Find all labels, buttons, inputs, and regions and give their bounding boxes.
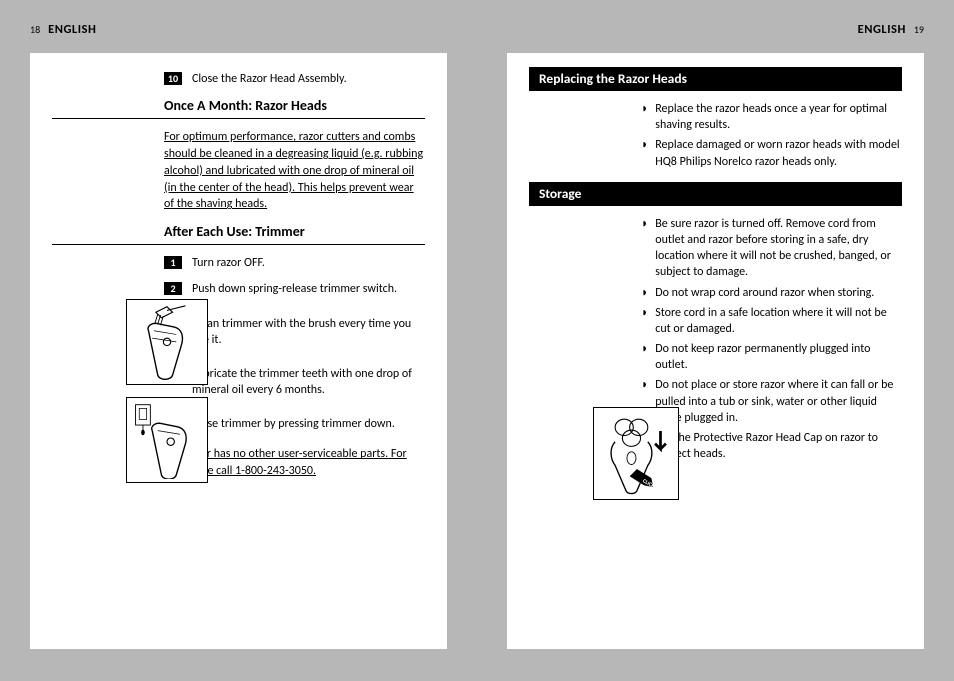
bullet-row: ◗ Replace the razor heads once a year fo… — [641, 101, 902, 133]
bullet-icon: ◗ — [641, 137, 648, 153]
page-header-right: ENGLISH 19 — [507, 22, 924, 37]
bullet-text: Replace the razor heads once a year for … — [655, 101, 902, 133]
bullet-row: ◗ Put the Protective Razor Head Cap on r… — [641, 430, 902, 462]
bullet-icon: ◗ — [641, 216, 648, 232]
content-indent-right: Replacing the Razor Heads ◗ Replace the … — [641, 67, 902, 462]
section-bar: Storage — [529, 182, 902, 206]
bullet-text: Be sure razor is turned off. Remove cord… — [655, 216, 902, 281]
divider — [52, 244, 425, 245]
language-label: ENGLISH — [48, 22, 96, 37]
bullet-icon: ◗ — [641, 285, 648, 301]
bullet-text: Do not wrap cord around razor when stori… — [655, 285, 902, 301]
page-header-left: 18 ENGLISH — [30, 22, 447, 37]
bullet-row: ◗ Do not place or store razor where it c… — [641, 377, 902, 426]
bullet-icon: ◗ — [641, 377, 648, 393]
section-bar: Replacing the Razor Heads — [529, 67, 902, 91]
step-number-badge: 10 — [164, 72, 182, 85]
click-label: CLICK — [641, 478, 655, 489]
language-label: ENGLISH — [858, 22, 906, 37]
page-left: 18 ENGLISH 10 Close the Razor Head Assem… — [0, 0, 477, 681]
paragraph: For optimum performance, razor cutters a… — [164, 129, 425, 213]
step-number-badge: 2 — [164, 282, 182, 295]
step-row: 10 Close the Razor Head Assembly. — [164, 71, 425, 87]
step-text: Turn razor OFF. — [192, 255, 425, 271]
step-row: 2 Push down spring-release trimmer switc… — [164, 281, 425, 297]
bullet-icon: ◗ — [641, 101, 648, 117]
step-text: Lubricate the trimmer teeth with one dro… — [192, 366, 425, 398]
content-indent-left: 10 Close the Razor Head Assembly. Once A… — [164, 71, 425, 480]
page-number: 18 — [30, 23, 40, 36]
bullet-text: Store cord in a safe location where it w… — [655, 305, 902, 337]
content-box-left: 10 Close the Razor Head Assembly. Once A… — [30, 53, 447, 649]
step-number-badge: 1 — [164, 256, 182, 269]
bullet-icon: ◗ — [641, 341, 648, 357]
bullet-row: ◗ Replace damaged or worn razor heads wi… — [641, 137, 902, 169]
bullet-row: ◗ Store cord in a safe location where it… — [641, 305, 902, 337]
bullet-row: ◗ Do not wrap cord around razor when sto… — [641, 285, 902, 301]
step-text: Clean trimmer with the brush every time … — [192, 316, 425, 348]
illustration-razor-cap: CLICK — [593, 407, 679, 500]
illustration-trimmer-oil — [126, 397, 208, 483]
section-heading: After Each Use: Trimmer — [164, 223, 425, 240]
page-number: 19 — [914, 23, 924, 36]
step-text: Close the Razor Head Assembly. — [192, 71, 425, 87]
divider — [52, 118, 425, 119]
bullet-text: Replace damaged or worn razor heads with… — [655, 137, 902, 169]
page-right: ENGLISH 19 Replacing the Razor Heads ◗ R… — [477, 0, 954, 681]
bullet-text: Do not keep razor permanently plugged in… — [655, 341, 902, 373]
illustration-trimmer-brush — [126, 299, 208, 385]
content-box-right: Replacing the Razor Heads ◗ Replace the … — [507, 53, 924, 649]
step-text: Close trimmer by pressing trimmer down. — [192, 416, 425, 432]
step-text: Push down spring-release trimmer switch. — [192, 281, 425, 297]
bullet-icon: ◗ — [641, 305, 648, 321]
section-heading: Once A Month: Razor Heads — [164, 97, 425, 114]
bullet-text: Do not place or store razor where it can… — [655, 377, 902, 426]
bullet-text: Put the Protective Razor Head Cap on raz… — [655, 430, 902, 462]
bullet-row: ◗ Do not keep razor permanently plugged … — [641, 341, 902, 373]
step-row: 1 Turn razor OFF. — [164, 255, 425, 271]
bullet-row: ◗ Be sure razor is turned off. Remove co… — [641, 216, 902, 281]
